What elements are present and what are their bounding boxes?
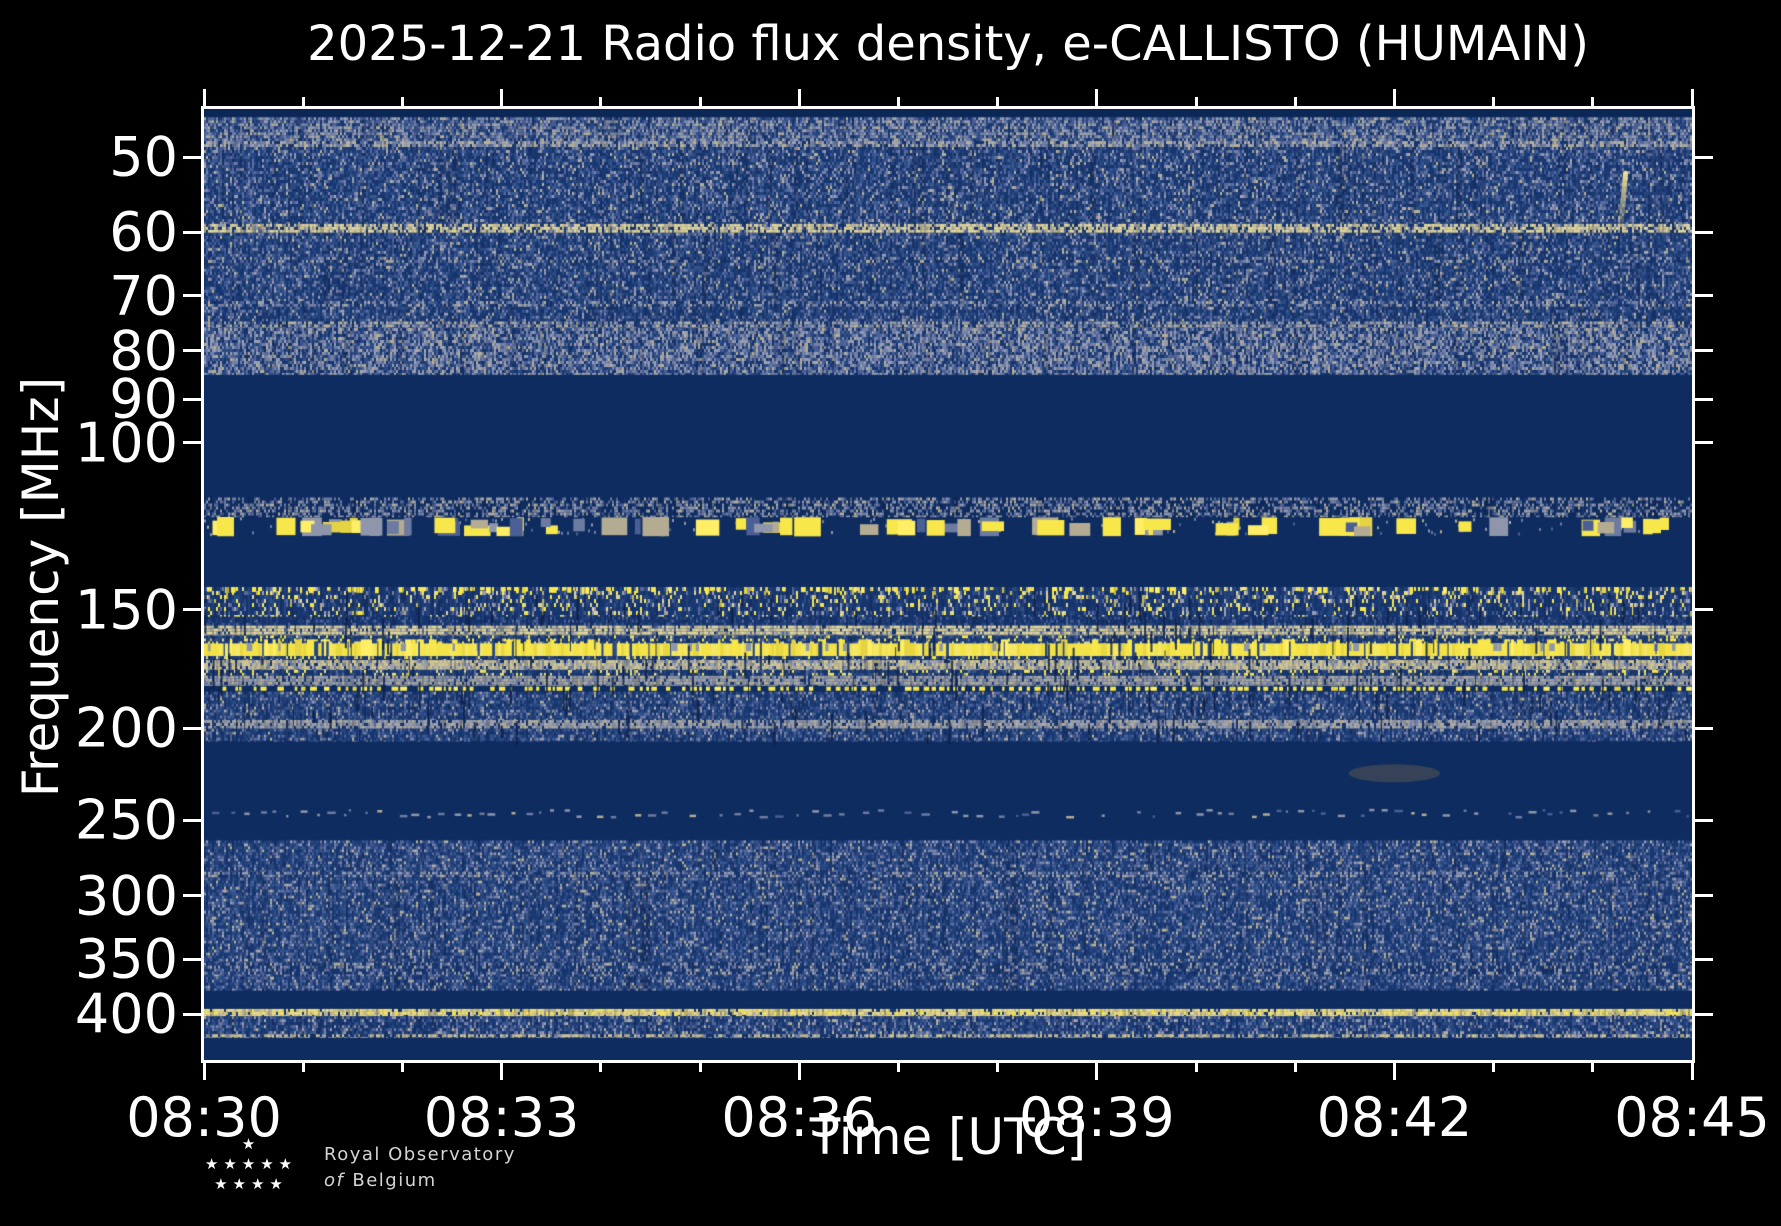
axis-tick	[996, 1062, 1000, 1072]
axis-tick	[599, 97, 603, 107]
rob-logo-text: Royal Observatory of Belgium	[324, 1134, 516, 1194]
axis-tick	[1695, 349, 1713, 353]
axis-tick	[1194, 97, 1198, 107]
axis-tick	[183, 726, 201, 730]
axis-tick	[1095, 1062, 1099, 1080]
axis-tick	[896, 1062, 900, 1072]
axis-tick	[400, 97, 404, 107]
axis-tick	[1695, 155, 1713, 159]
y-axis-label: Frequency [MHz]	[12, 376, 70, 798]
axis-tick	[1492, 1062, 1496, 1072]
axis-tick	[797, 1062, 801, 1080]
y-tick-label: 60	[109, 200, 178, 264]
y-tick-label: 300	[74, 864, 178, 928]
y-tick-label: 400	[74, 982, 178, 1046]
axis-tick	[301, 97, 305, 107]
x-tick-label: 08:45	[1614, 1086, 1770, 1149]
y-tick-label: 80	[109, 319, 178, 383]
axis-tick	[183, 349, 201, 353]
axis-tick	[183, 441, 201, 445]
axis-tick	[698, 97, 702, 107]
logo-line-2: of Belgium	[324, 1168, 516, 1194]
axis-tick	[1695, 818, 1713, 822]
axis-tick	[1695, 1012, 1713, 1016]
axis-tick	[183, 294, 201, 298]
axis-tick	[1690, 89, 1694, 107]
x-tick-label: 08:36	[721, 1086, 877, 1149]
axis-tick	[1695, 608, 1713, 612]
axis-tick	[797, 89, 801, 107]
x-tick-label: 08:42	[1316, 1086, 1473, 1149]
axis-tick	[1695, 294, 1713, 298]
star-row: ★	[241, 1135, 261, 1153]
page-title: 2025-12-21 Radio flux density, e-CALLIST…	[307, 16, 1589, 72]
axis-tick	[1293, 1062, 1297, 1072]
axis-tick	[896, 97, 900, 107]
axis-tick	[183, 818, 201, 822]
x-tick-label: 08:33	[423, 1086, 580, 1149]
axis-tick	[183, 1012, 201, 1016]
axis-tick	[500, 89, 504, 107]
axis-tick	[1591, 97, 1595, 107]
axis-tick	[202, 1062, 206, 1080]
axis-tick	[202, 89, 206, 107]
axis-tick	[698, 1062, 702, 1072]
axis-tick	[301, 1062, 305, 1072]
axis-tick	[400, 1062, 404, 1072]
axis-tick	[183, 894, 201, 898]
rob-stars-icon: ★ ★★★★★ ★★★★	[196, 1134, 306, 1194]
axis-tick	[1293, 97, 1297, 107]
axis-tick	[500, 1062, 504, 1080]
y-tick-label: 250	[74, 788, 178, 852]
y-tick-label: 150	[74, 578, 178, 642]
axis-tick	[1492, 97, 1496, 107]
axis-tick	[1194, 1062, 1198, 1072]
y-tick-label: 90	[109, 367, 178, 431]
axis-tick	[1695, 397, 1713, 401]
axis-tick	[1695, 441, 1713, 445]
y-tick-label: 350	[74, 927, 178, 991]
axis-tick	[1392, 1062, 1396, 1080]
axis-tick	[1591, 1062, 1595, 1072]
axis-tick	[183, 397, 201, 401]
y-tick-label: 70	[109, 264, 178, 328]
axis-tick	[1095, 89, 1099, 107]
axis-tick	[1695, 894, 1713, 898]
x-axis-label: Time [UTC]	[809, 1108, 1087, 1166]
axis-tick	[183, 155, 201, 159]
axis-tick	[1690, 1062, 1694, 1080]
axis-tick	[183, 957, 201, 961]
axis-tick	[183, 608, 201, 612]
axis-tick	[1695, 230, 1713, 234]
logo-line-1: Royal Observatory	[324, 1144, 516, 1165]
axis-tick	[183, 230, 201, 234]
plot-frame	[201, 106, 1695, 1063]
axis-tick	[1392, 89, 1396, 107]
x-tick-label: 08:39	[1018, 1086, 1175, 1149]
y-tick-label: 100	[74, 411, 178, 475]
logo-word-belgium: Belgium	[352, 1170, 437, 1191]
axis-tick	[599, 1062, 603, 1072]
axis-tick	[1695, 957, 1713, 961]
axis-tick	[1695, 726, 1713, 730]
x-tick-label: 08:30	[126, 1086, 282, 1149]
rob-logo: ★ ★★★★★ ★★★★ Royal Observatory of Belgium	[196, 1134, 516, 1194]
axis-tick	[996, 97, 1000, 107]
star-row: ★★★★★	[204, 1155, 298, 1173]
y-tick-label: 200	[74, 696, 178, 760]
logo-word-of: of	[324, 1170, 345, 1191]
y-tick-label: 50	[109, 125, 178, 189]
star-row: ★★★★	[214, 1175, 288, 1193]
spectrogram-canvas	[204, 109, 1692, 1060]
